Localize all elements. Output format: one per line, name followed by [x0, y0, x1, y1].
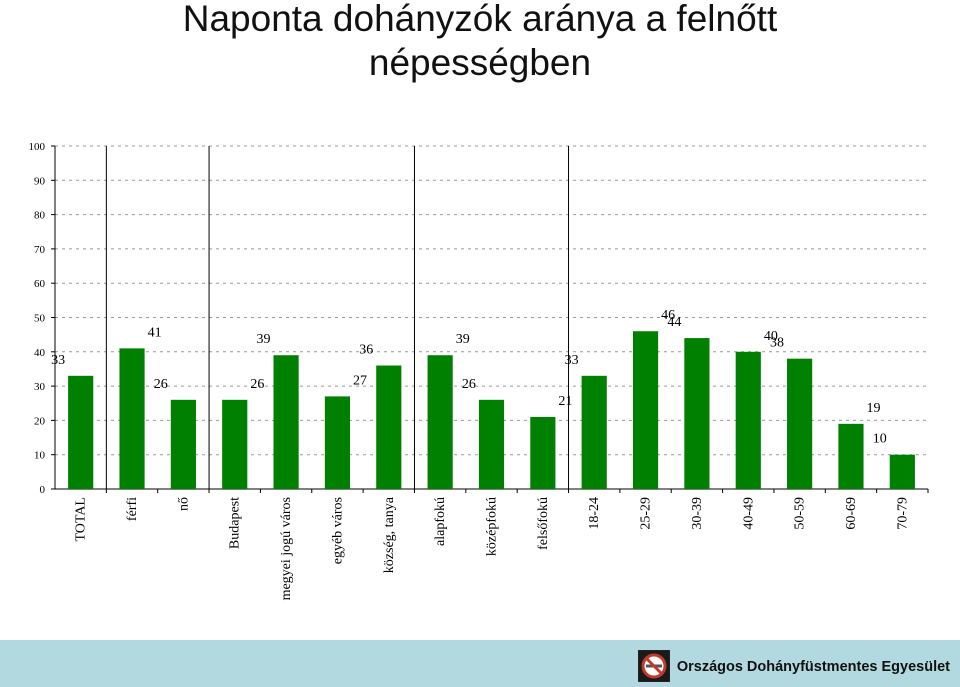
- data-label: 10: [873, 432, 887, 447]
- category-label: megyei jogú város: [279, 497, 294, 600]
- y-tick-label: 100: [29, 141, 46, 153]
- y-tick-label: 90: [34, 175, 46, 187]
- bar: [530, 416, 556, 489]
- category-label: egyéb város: [330, 497, 345, 564]
- bar: [838, 423, 864, 489]
- category-label: 25-29: [639, 497, 654, 530]
- category-label: 60-69: [844, 497, 859, 530]
- y-tick-label: 50: [34, 313, 46, 325]
- category-label: 70-79: [895, 497, 910, 530]
- category-label: község, tanya: [382, 496, 397, 573]
- data-label: 26: [250, 377, 264, 392]
- category-label: Budapest: [228, 497, 243, 549]
- data-label: 26: [154, 377, 168, 392]
- bar: [581, 375, 607, 489]
- bar: [376, 365, 402, 489]
- bar: [889, 454, 915, 489]
- bar: [222, 399, 248, 489]
- organization-name: Országos Dohányfüstmentes Egyesület: [676, 659, 950, 675]
- data-label: 33: [51, 353, 65, 368]
- y-tick-label: 30: [34, 381, 46, 393]
- data-label: 36: [359, 343, 373, 358]
- bar: [324, 396, 351, 489]
- footer-bar: Országos Dohányfüstmentes Egyesület: [0, 640, 960, 687]
- category-label: 30-39: [690, 497, 705, 530]
- bar: [68, 375, 94, 489]
- data-label: 44: [667, 315, 681, 330]
- category-label: 40-49: [741, 497, 756, 530]
- bar: [119, 348, 145, 489]
- y-tick-label: 80: [34, 210, 46, 222]
- category-label: nő: [176, 497, 191, 511]
- bar: [170, 399, 196, 489]
- data-label: 21: [558, 394, 572, 409]
- chart-title-line2: népességben: [368, 42, 592, 83]
- bar: [273, 355, 299, 489]
- bar: [478, 399, 505, 489]
- bar: [787, 358, 813, 489]
- category-label: alapfokú: [433, 497, 448, 546]
- bar: [684, 338, 710, 489]
- bar: [632, 331, 659, 489]
- category-label: középfokú: [485, 497, 500, 556]
- data-label: 38: [770, 336, 784, 351]
- data-label: 40: [764, 329, 778, 344]
- data-label: 27: [353, 373, 367, 388]
- data-label: 33: [565, 353, 579, 368]
- y-tick-label: 0: [40, 484, 46, 496]
- data-label: 26: [462, 377, 476, 392]
- category-label: TOTAL: [74, 497, 89, 542]
- data-label: 46: [661, 308, 675, 323]
- bar-chart: 0 10 20 30 40 50 60 70 80 90 100 33 TOTAL 41 férfi 26 nő…: [29, 141, 929, 600]
- chart-title: Naponta dohányzók aránya a felnőtt népes…: [0, 0, 960, 85]
- data-label: 41: [148, 325, 162, 340]
- chart-title-line1: Naponta dohányzók aránya a felnőtt: [182, 0, 778, 39]
- data-label: 39: [257, 332, 271, 347]
- data-label: 19: [867, 401, 881, 416]
- y-tick-label: 10: [34, 450, 46, 462]
- bar: [735, 351, 761, 489]
- y-tick-label: 70: [34, 244, 46, 256]
- category-label: 18-24: [587, 497, 602, 530]
- category-label: férfi: [125, 497, 140, 521]
- bar: [427, 355, 453, 489]
- y-tick-label: 20: [34, 415, 46, 427]
- no-smoking-logo-icon: [638, 650, 670, 682]
- category-label: 50-59: [793, 497, 808, 530]
- y-tick-label: 60: [34, 278, 46, 290]
- category-label: felsőfokú: [536, 497, 551, 550]
- data-label: 39: [456, 332, 470, 347]
- y-tick-label: 40: [34, 347, 46, 359]
